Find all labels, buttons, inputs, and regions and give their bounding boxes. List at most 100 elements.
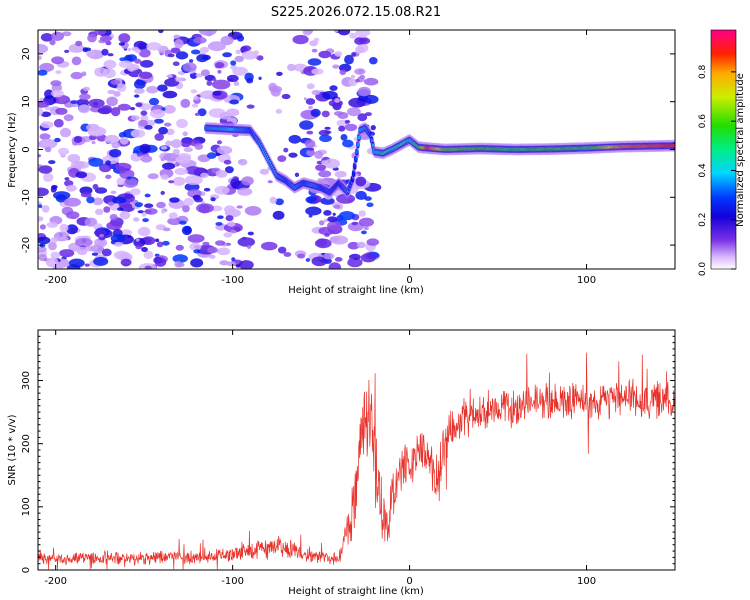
noise-cell	[363, 226, 369, 231]
noise-cell	[41, 205, 50, 213]
noise-cell	[38, 204, 43, 209]
noise-cell	[306, 130, 314, 135]
noise-cell	[318, 220, 325, 226]
noise-cell	[39, 62, 55, 72]
snr-ytick-label: 300	[21, 371, 32, 390]
noise-cell	[351, 52, 357, 57]
noise-cell	[53, 118, 64, 128]
noise-cell	[140, 60, 154, 68]
noise-cell	[38, 187, 49, 197]
noise-cell	[237, 237, 256, 247]
noise-cell	[93, 256, 109, 266]
snr-series-line	[38, 352, 675, 570]
noise-cell	[174, 39, 184, 49]
noise-cell	[275, 198, 284, 206]
noise-cell	[366, 202, 374, 208]
noise-cell	[137, 210, 144, 214]
noise-cell	[189, 72, 198, 79]
ridge-point	[672, 143, 675, 148]
noise-cell	[118, 42, 125, 46]
noise-cell	[110, 233, 126, 243]
noise-cell	[238, 159, 244, 163]
spectrogram-ytick-label: 10	[21, 95, 32, 108]
noise-cell	[51, 56, 65, 65]
noise-cell	[51, 31, 64, 41]
noise-cell	[166, 74, 173, 78]
noise-cell	[101, 48, 109, 56]
noise-cell	[334, 98, 340, 103]
noise-cell	[70, 71, 83, 80]
noise-cell	[318, 129, 330, 136]
noise-cell	[332, 212, 336, 216]
noise-cell	[46, 221, 58, 228]
noise-cell	[215, 152, 221, 157]
noise-cell	[120, 258, 132, 267]
noise-cell	[370, 125, 376, 131]
noise-cell	[148, 97, 160, 106]
noise-cell	[278, 246, 287, 254]
snr-xtick-label: -200	[44, 576, 67, 587]
noise-cell	[334, 30, 339, 33]
noise-cell	[196, 203, 214, 214]
noise-cell	[207, 41, 226, 52]
spectrogram-marks	[38, 30, 675, 269]
noise-cell	[65, 211, 80, 220]
noise-cell	[272, 210, 285, 220]
noise-cell	[217, 247, 231, 256]
noise-cell	[144, 208, 158, 215]
noise-cell	[106, 96, 118, 107]
snr-ytick-label: 0	[21, 567, 32, 573]
noise-cell	[168, 212, 178, 220]
noise-cell	[105, 40, 112, 46]
noise-cell	[60, 127, 71, 138]
noise-cell	[182, 62, 197, 72]
noise-cell	[127, 47, 132, 52]
noise-cell	[350, 74, 356, 79]
noise-cell	[125, 168, 130, 171]
noise-cell	[175, 244, 184, 251]
noise-cell	[175, 155, 192, 164]
noise-cell	[310, 108, 321, 117]
ridge-point	[357, 135, 361, 140]
noise-cell	[253, 50, 260, 55]
noise-cell	[208, 254, 216, 259]
noise-cell	[40, 121, 54, 129]
colorbar-tick-label: 0.8	[698, 64, 708, 79]
noise-cell	[217, 69, 222, 74]
noise-cell	[140, 155, 153, 163]
noise-cell	[111, 141, 121, 149]
noise-cell	[154, 118, 164, 124]
noise-cell	[220, 35, 234, 46]
noise-cell	[288, 152, 298, 158]
noise-cell	[123, 193, 134, 200]
noise-cell	[162, 240, 170, 246]
snr-xtick-label: 100	[577, 576, 596, 587]
noise-cell	[172, 148, 180, 155]
noise-cell	[169, 197, 180, 203]
noise-cell	[94, 208, 104, 216]
noise-cell	[348, 258, 355, 263]
noise-cell	[225, 215, 234, 222]
noise-cell	[261, 241, 278, 251]
noise-cell	[230, 178, 241, 188]
noise-cell	[156, 201, 166, 209]
noise-cell	[196, 54, 209, 63]
noise-cell	[144, 203, 154, 208]
noise-cell	[334, 51, 343, 57]
noise-cell	[193, 36, 207, 44]
noise-cell	[226, 261, 236, 267]
noise-cell	[88, 98, 105, 108]
noise-cell	[172, 61, 180, 66]
noise-cell	[305, 206, 322, 216]
noise-cell	[70, 100, 78, 104]
noise-cell	[91, 140, 96, 145]
noise-cell	[334, 170, 347, 178]
noise-cell	[288, 134, 302, 144]
noise-cell	[158, 30, 164, 34]
noise-cell	[135, 245, 142, 250]
noise-cell	[306, 83, 315, 90]
noise-cell	[366, 238, 380, 246]
noise-cell	[45, 257, 59, 268]
